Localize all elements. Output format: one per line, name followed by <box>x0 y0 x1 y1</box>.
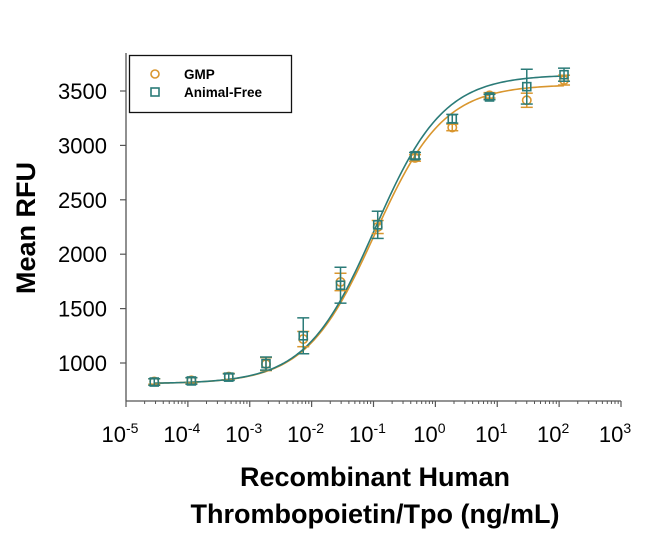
y-tick-label: 2500 <box>58 188 107 213</box>
x-tick-label: 10-2 <box>287 420 324 447</box>
data-point-animal-free <box>297 317 310 355</box>
data-point-animal-free <box>222 372 235 382</box>
x-tick-label: 10-4 <box>163 420 200 447</box>
data-point-animal-free <box>558 67 571 82</box>
data-point-animal-free <box>446 113 459 124</box>
x-axis-ticks: 10-5 10-4 10-3 10-2 10-1 100 101 102 103 <box>102 401 631 447</box>
y-tick-label: 2000 <box>58 242 107 267</box>
x-axis-title-line-1: Recombinant Human <box>240 462 510 492</box>
marker-square <box>484 92 495 102</box>
y-tick-label: 1500 <box>58 297 107 322</box>
x-tick-label: 100 <box>413 420 445 447</box>
fit-curves <box>154 75 565 384</box>
x-axis-title-line-2: Thrombopoietin/Tpo (ng/mL) <box>191 499 560 529</box>
y-tick-label: 3000 <box>58 133 107 158</box>
data-point-gmp <box>446 122 459 133</box>
data-point-animal-free <box>148 377 161 387</box>
x-tick-label: 10-1 <box>349 420 386 447</box>
legend: GMP Animal-Free <box>128 54 293 114</box>
marker-square <box>298 330 309 341</box>
y-tick-label: 3500 <box>58 79 107 104</box>
marker-square <box>223 372 234 382</box>
marker-square <box>447 113 458 124</box>
marker-square <box>410 150 420 161</box>
data-point-animal-free <box>259 356 272 371</box>
x-tick-label: 103 <box>599 420 631 447</box>
marker-square <box>559 69 569 80</box>
fit-curve-animal-free <box>154 75 565 384</box>
marker-square <box>335 280 346 291</box>
marker-square <box>521 81 532 92</box>
marker-square <box>372 220 383 230</box>
data-point-animal-free <box>483 92 496 102</box>
y-axis-title: Mean RFU <box>11 162 41 294</box>
legend-marker-gmp-circle-icon <box>150 69 160 79</box>
marker-square <box>261 358 271 369</box>
data-point-animal-free <box>334 266 347 304</box>
marker-square <box>186 376 197 386</box>
data-point-animal-free <box>520 68 533 105</box>
data-points <box>148 67 571 387</box>
legend-label-animal-free: Animal-Free <box>184 85 263 100</box>
x-tick-label: 101 <box>475 420 507 447</box>
y-tick-label: 1000 <box>58 351 107 376</box>
x-tick-label: 102 <box>537 420 569 447</box>
legend-label-gmp: GMP <box>184 67 215 82</box>
y-axis-ticks: 1000 1500 2000 2500 3000 3500 <box>58 79 126 376</box>
x-tick-label: 10-5 <box>102 420 139 447</box>
x-tick-label: 10-3 <box>225 420 262 447</box>
data-point-animal-free <box>371 210 384 240</box>
data-point-animal-free <box>185 376 198 386</box>
legend-box <box>128 54 293 114</box>
marker-square <box>149 377 160 387</box>
fit-curve-gmp <box>154 84 565 384</box>
data-point-animal-free <box>409 150 422 161</box>
legend-marker-animal-free-square-icon <box>150 87 160 97</box>
